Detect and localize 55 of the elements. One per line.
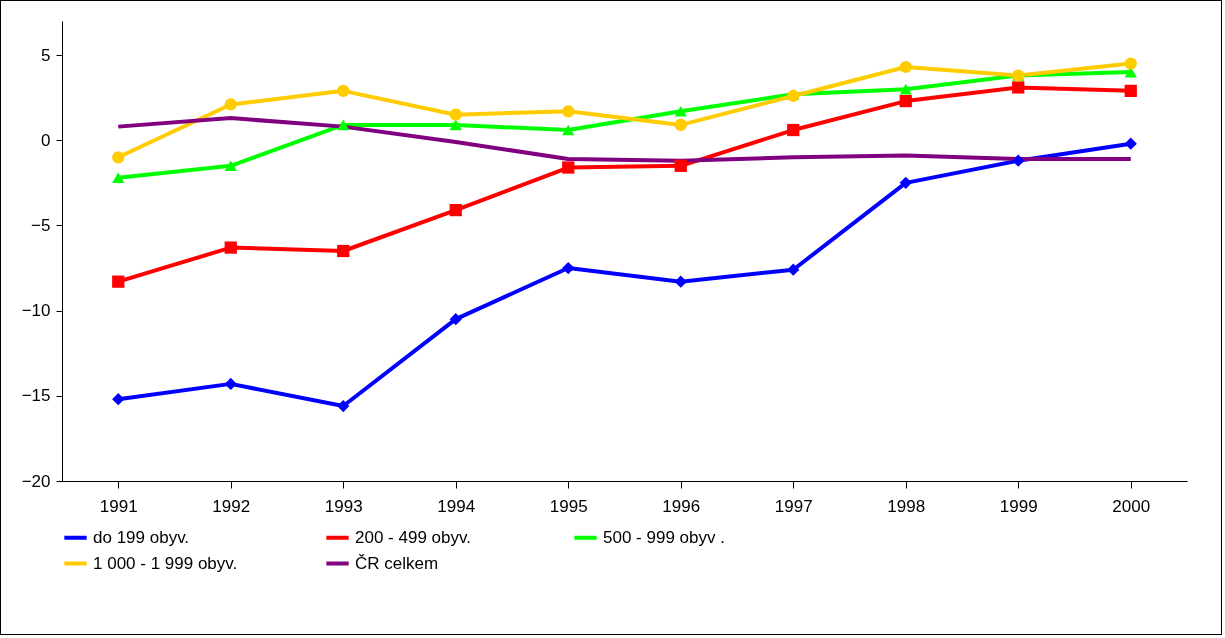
point xyxy=(1124,57,1137,70)
y-tick-label: −5 xyxy=(31,215,51,235)
x-tick-label: 1997 xyxy=(774,496,813,516)
y-tick-label: −20 xyxy=(21,471,51,491)
legend-label: 500 - 999 obyv . xyxy=(603,527,725,547)
point xyxy=(337,244,350,258)
x-tick-label: 1994 xyxy=(437,496,476,516)
point xyxy=(224,98,237,111)
point xyxy=(562,124,575,136)
x-tick-label: 1996 xyxy=(662,496,701,516)
y-tick-label: 5 xyxy=(41,45,51,65)
point xyxy=(562,261,575,275)
x-tick-label: 2000 xyxy=(1112,496,1151,516)
point xyxy=(787,123,800,137)
point xyxy=(674,159,687,172)
point xyxy=(224,160,237,172)
point xyxy=(112,393,125,406)
point xyxy=(449,313,462,326)
point xyxy=(562,105,575,118)
point xyxy=(1012,154,1025,167)
x-tick-label: 1999 xyxy=(999,496,1038,516)
point xyxy=(1012,81,1025,94)
legend-label: ČR celkem xyxy=(355,553,439,573)
y-tick-label: −10 xyxy=(21,301,51,321)
point xyxy=(899,60,912,74)
point xyxy=(674,118,687,132)
legend-label: 200 - 499 obyv. xyxy=(355,527,471,547)
point xyxy=(337,119,350,131)
point xyxy=(224,377,237,391)
x-tick-label: 1991 xyxy=(99,496,138,516)
point xyxy=(787,263,800,276)
point xyxy=(899,94,912,108)
point xyxy=(449,119,462,131)
point xyxy=(112,172,125,184)
x-tick-label: 1993 xyxy=(324,496,363,516)
point xyxy=(899,83,912,95)
legend-label: 1 000 - 1 999 obyv. xyxy=(93,553,238,573)
point xyxy=(1124,137,1137,150)
point xyxy=(674,105,687,117)
point xyxy=(112,151,125,164)
point xyxy=(449,108,462,121)
point xyxy=(899,176,912,189)
legend-label: do 199 obyv. xyxy=(93,527,190,547)
point xyxy=(112,275,125,288)
y-tick-label: −15 xyxy=(21,386,51,406)
point xyxy=(224,241,237,254)
point xyxy=(337,84,350,97)
y-tick-label: 0 xyxy=(41,130,51,150)
point xyxy=(1124,84,1137,97)
x-tick-label: 1992 xyxy=(212,496,251,516)
x-tick-label: 1998 xyxy=(887,496,926,516)
x-tick-label: 1995 xyxy=(549,496,588,516)
point xyxy=(449,203,462,217)
point xyxy=(337,399,350,413)
point xyxy=(562,161,575,174)
